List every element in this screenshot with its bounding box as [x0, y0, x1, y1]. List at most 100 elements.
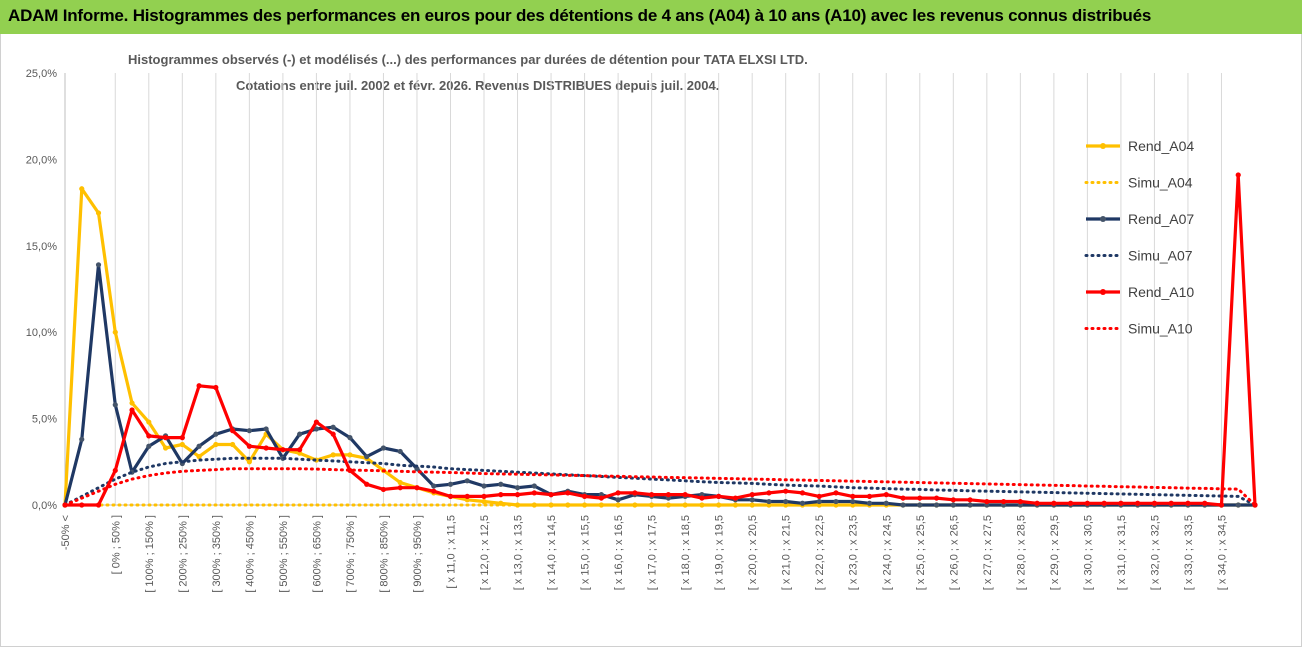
x-tick-label: [ 500% ; 550% ]: [278, 515, 290, 593]
x-tick-label: [ x 26,0 ; x 26,5: [948, 515, 960, 590]
rend-a10-point: [665, 492, 671, 498]
rend-a10-point: [498, 492, 504, 498]
rend-a07-point: [95, 262, 102, 268]
legend-marker-rend-a04: [1100, 143, 1106, 149]
rend-a10-point: [414, 485, 420, 491]
y-tick-label: 10,0%: [26, 327, 57, 339]
rend-a10-point: [531, 490, 537, 496]
rend-a10-point: [1118, 500, 1124, 506]
x-tick-label: [ x 19,0 ; x 19,5: [714, 515, 726, 590]
x-tick-label: -50% <: [60, 515, 72, 550]
legend-label-rend-a07: Rend_A07: [1128, 211, 1194, 227]
rend-a07-point: [850, 498, 856, 505]
rend-a10-point: [1101, 500, 1107, 506]
rend-a10-point: [866, 493, 873, 499]
rend-a07-point: [531, 483, 537, 489]
rend-a07-point: [1235, 502, 1241, 508]
rend-a10-point: [933, 495, 940, 501]
rend-a10-point: [79, 502, 85, 508]
x-tick-label: [ x 30,0 ; x 30,5: [1082, 515, 1094, 590]
rend-a10-line: [65, 173, 1257, 507]
chart-title-line2: Cotations entre juil. 2002 et févr. 2026…: [236, 78, 720, 93]
rend-a07-point: [481, 483, 487, 489]
rend-a07-point: [917, 502, 923, 508]
rend-a07-point: [431, 483, 437, 489]
rend-a07-point: [263, 426, 269, 432]
x-tick-label: [ x 29,0 ; x 29,5: [1049, 515, 1061, 590]
rend-a10-point: [1034, 500, 1040, 506]
header-title: ADAM Informe. Histogrammes des performan…: [8, 6, 1152, 25]
x-tick-label: [ x 23,0 ; x 23,5: [848, 515, 860, 590]
rend-a07-point: [297, 431, 303, 437]
rend-a04-point: [397, 479, 403, 486]
rend-a10-point: [1017, 498, 1023, 505]
rend-a04-point: [129, 400, 135, 406]
x-tick-label: [ x 34,0 ; x 34,5: [1216, 515, 1228, 590]
rend-a04-point: [749, 502, 755, 508]
rend-a04-point: [79, 186, 85, 192]
rend-a07-point: [615, 497, 621, 503]
rend-a10-point: [749, 492, 755, 498]
rend-a10-point: [464, 493, 470, 499]
x-tick-label: [ x 27,0 ; x 27,5: [982, 515, 994, 590]
x-tick-label: [ x 13,0 ; x 13,5: [513, 515, 525, 590]
rend-a10-point: [598, 495, 604, 501]
rend-a07-point: [146, 443, 152, 449]
rend-a07-point: [799, 500, 806, 506]
x-tick-label: [ 100% ; 150% ]: [144, 515, 156, 593]
rend-a10-point: [565, 490, 571, 496]
rend-a07-point: [833, 498, 839, 505]
rend-a10-point: [1185, 500, 1191, 506]
rend-a10-point: [364, 481, 370, 487]
rend-a10-point: [783, 488, 789, 494]
rend-a10-point: [649, 492, 655, 498]
x-tick-label: [ 300% ; 350% ]: [211, 515, 223, 593]
rend-a10-point: [833, 490, 839, 496]
rend-a04-point: [196, 454, 202, 460]
x-tick-label: [ x 21,0 ; x 21,5: [781, 515, 793, 590]
rend-a10-point: [1051, 500, 1057, 506]
x-tick-label: [ 200% ; 250% ]: [177, 515, 189, 593]
rend-a04-point: [162, 445, 169, 451]
legend-label-simu-a10: Simu_A10: [1128, 321, 1193, 337]
rend-a07-point: [112, 402, 118, 408]
y-tick-label: 20,0%: [26, 154, 57, 166]
legend-marker-rend-a07: [1100, 216, 1106, 222]
x-tick-label: [ 800% ; 850% ]: [378, 515, 390, 593]
rend-a10-point: [850, 493, 856, 499]
x-tick-label: [ x 18,0 ; x 18,5: [680, 515, 692, 590]
x-tick-label: [ x 12,0 ; x 12,5: [479, 515, 491, 590]
x-tick-label: [ x 11,0 ; x 11,5: [445, 515, 457, 589]
rend-a07-point: [196, 443, 202, 449]
x-tick-label: [ x 32,0 ; x 32,5: [1149, 515, 1161, 590]
x-tick-label: [ x 16,0 ; x 16,5: [613, 515, 625, 590]
rend-a10-point: [196, 383, 202, 389]
x-tick-label: [ 400% ; 450% ]: [244, 515, 256, 593]
rend-a10-point: [1202, 500, 1208, 506]
rend-a07-point: [514, 485, 521, 491]
y-tick-label: 25,0%: [26, 68, 57, 80]
rend-a07-point: [246, 428, 252, 434]
legend-label-rend-a10: Rend_A10: [1128, 284, 1194, 300]
rend-a10-point: [716, 493, 722, 499]
rend-a10-point: [1151, 500, 1158, 506]
rend-a10-point: [984, 498, 990, 505]
x-tick-label: [ 700% ; 750% ]: [345, 515, 357, 593]
rend-a10-point: [330, 431, 336, 437]
rend-a10-point: [632, 490, 638, 496]
x-tick-label: [ x 22,0 ; x 22,5: [814, 515, 826, 590]
rend-a10-point: [799, 490, 806, 496]
rend-a07-point: [498, 481, 504, 487]
rend-a07-point: [213, 431, 219, 437]
rend-a07-point: [933, 502, 940, 508]
rend-a07-point: [464, 478, 470, 484]
rend-a10-point: [1235, 172, 1241, 178]
rend-a10-point: [280, 447, 286, 453]
rend-a04-point: [112, 329, 118, 335]
rend-a07-point: [866, 500, 873, 506]
simu-a07-line: [63, 456, 1257, 507]
rend-a07-point: [883, 500, 889, 506]
y-tick-label: 0,0%: [32, 500, 57, 512]
